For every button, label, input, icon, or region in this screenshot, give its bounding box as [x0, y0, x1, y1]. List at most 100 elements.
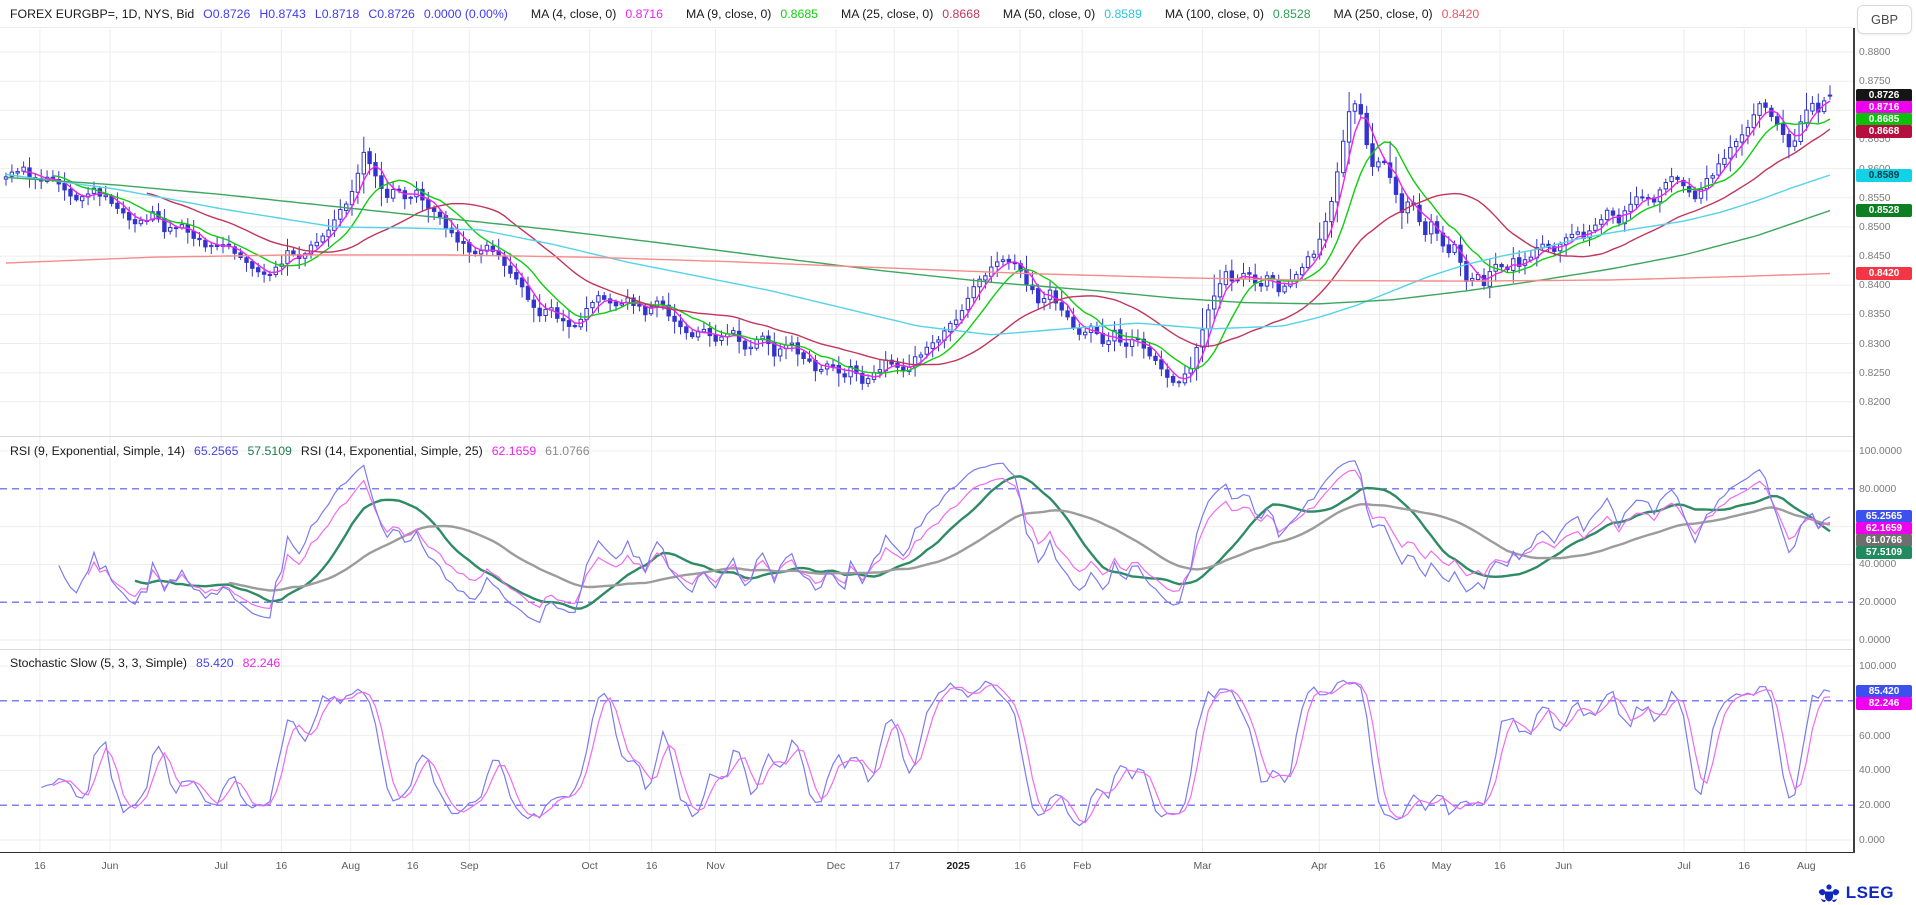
legend-item[interactable]: 62.1659 [491, 444, 537, 458]
axis-tick-label: 0.8550 [1859, 192, 1891, 204]
stochastic-line [52, 681, 1831, 824]
rsi-line [134, 475, 1831, 610]
time-axis-label: 16 [275, 860, 288, 872]
axis-tick-label: 0.8500 [1859, 221, 1891, 233]
rsi-line [58, 460, 1831, 624]
overlay-ma4 [23, 100, 1831, 380]
axis-tick-label: 40.000 [1859, 765, 1891, 777]
axis-tick-label: 40.0000 [1859, 559, 1897, 571]
chart-canvas[interactable] [0, 0, 1853, 905]
time-axis-label: Aug [341, 860, 361, 872]
currency-unit-button[interactable]: GBP [1857, 5, 1912, 34]
time-axis-label: Jul [214, 860, 228, 872]
legend-item[interactable]: L0.8718 [314, 6, 360, 21]
legend-item[interactable]: 61.0766 [545, 444, 590, 458]
overlay-ma9 [52, 118, 1831, 375]
axis-tick-label: 0.8750 [1859, 76, 1891, 88]
axis-tick-label: 0.8300 [1859, 338, 1891, 350]
time-axis-label: 16 [406, 860, 419, 872]
axis-price-tag: 0.8726 [1856, 88, 1912, 102]
time-axis-label: Nov [706, 860, 725, 872]
axis-price-tag: 62.1659 [1856, 522, 1912, 536]
footer-bar: LSEG [0, 881, 1916, 905]
lseg-logo: LSEG [1817, 881, 1894, 905]
legend-item[interactable]: 0.8528 [1272, 6, 1311, 21]
overlay-ma250 [5, 254, 1831, 282]
axis-price-tag: 0.8528 [1856, 204, 1912, 218]
time-axis-label: Oct [581, 860, 598, 872]
legend-item[interactable]: Stochastic Slow (5, 3, 3, Simple) [10, 656, 188, 670]
axis-tick-label: 0.8450 [1859, 251, 1891, 263]
legend-item[interactable]: 0.8685 [780, 6, 819, 21]
time-axis-label: 2025 [946, 860, 970, 872]
axis-price-tag: 0.8668 [1856, 124, 1912, 138]
axis-price-tag: 0.8716 [1856, 100, 1912, 114]
legend-item[interactable]: 0.8420 [1441, 6, 1480, 21]
price-panel-legend: FOREX EURGBP=, 1D, NYS, Bid O0.8726 H0.874… [0, 0, 1853, 28]
axis-price-tag: 65.2565 [1856, 510, 1912, 524]
legend-item[interactable]: MA (250, close, 0) [1333, 6, 1433, 21]
legend-item[interactable]: 0.8668 [942, 6, 980, 21]
axis-tick-label: 0.8350 [1859, 309, 1891, 321]
time-axis-label: Feb [1073, 860, 1092, 872]
time-axis-label: 16 [1738, 860, 1751, 872]
legend-item[interactable]: O0.8726 [203, 6, 251, 21]
overlay-ma100 [5, 176, 1831, 305]
axis-tick-label: 80.0000 [1859, 483, 1897, 495]
legend-item[interactable]: 57.5109 [247, 444, 292, 458]
axis-price-tag: 0.8589 [1856, 168, 1912, 182]
legend-item[interactable]: MA (25, close, 0) [841, 6, 934, 21]
time-axis-label: 16 [1373, 860, 1386, 872]
time-axis-label: 16 [34, 860, 46, 872]
overlay-ma50 [5, 173, 1831, 336]
rsi-panel-legend: RSI (9, Exponential, Simple, 14) 65.2565 5… [10, 444, 599, 458]
legend-item[interactable]: MA (4, close, 0) [530, 6, 617, 21]
axis-tick-label: 100.000 [1859, 661, 1897, 672]
legend-item[interactable]: RSI (9, Exponential, Simple, 14) [10, 444, 185, 458]
time-axis[interactable]: 16 Jun Jul 16 Aug 16 Sep Oct 16 Nov Dec 17 2025 16 Feb… [0, 853, 1916, 880]
axis-tick-label: 20.000 [1859, 800, 1891, 812]
time-axis-label: Jul [1677, 860, 1691, 872]
legend-item[interactable]: MA (100, close, 0) [1164, 6, 1264, 21]
candlestick-series [3, 85, 1833, 390]
legend-item[interactable]: MA (50, close, 0) [1002, 6, 1096, 21]
rsi-line [87, 469, 1831, 610]
axis-tick-label: 0.8400 [1859, 280, 1891, 292]
legend-item[interactable]: C0.8726 [368, 6, 415, 21]
legend-item[interactable]: 85.420 [196, 656, 234, 670]
axis-price-tag: 57.5109 [1856, 546, 1912, 560]
legend-item[interactable]: 0.8589 [1104, 6, 1142, 21]
legend-item[interactable]: 0.0000 (0.00%) [423, 6, 508, 21]
axis-tick-label: 0.000 [1859, 835, 1885, 846]
legend-item[interactable]: MA (9, close, 0) [685, 6, 772, 21]
legend-item[interactable]: 0.8716 [625, 6, 663, 21]
time-axis-label: Sep [459, 860, 479, 872]
axis-price-tag: 0.8420 [1856, 267, 1912, 281]
axis-tick-label: 0.8250 [1859, 367, 1891, 379]
legend-item[interactable]: 82.246 [242, 656, 281, 670]
axis-tick-label: 0.8800 [1859, 47, 1891, 58]
lseg-logo-text: LSEG [1845, 883, 1894, 902]
right-price-axis[interactable] [1853, 0, 1916, 905]
legend-item[interactable]: 65.2565 [193, 444, 239, 458]
axis-price-tag: 61.0766 [1856, 534, 1912, 548]
axis-tick-label: 100.0000 [1859, 446, 1902, 457]
legend-item[interactable]: FOREX EURGBP=, 1D, NYS, Bid [10, 6, 195, 21]
axis-price-tag: 82.246 [1856, 696, 1912, 710]
axis-tick-label: 20.0000 [1859, 597, 1897, 609]
panel-separator-2[interactable] [0, 649, 1916, 650]
panel-separator-1[interactable] [0, 436, 1916, 437]
legend-item[interactable]: RSI (14, Exponential, Simple, 25) [300, 444, 483, 458]
overlay-ma25 [146, 128, 1831, 366]
stochastic-line [40, 679, 1831, 827]
axis-price-tag: 0.8685 [1856, 112, 1912, 126]
legend-item[interactable]: H0.8743 [259, 6, 306, 21]
time-axis-label: 16 [645, 860, 658, 872]
time-axis-label: 17 [888, 860, 901, 872]
time-axis-label: 16 [1494, 860, 1506, 872]
axis-tick-label: 0.0000 [1859, 635, 1891, 646]
lseg-crest-icon [1818, 884, 1839, 902]
axis-tick-label: 0.8200 [1859, 396, 1891, 408]
time-axis-label: Jun [101, 860, 119, 872]
